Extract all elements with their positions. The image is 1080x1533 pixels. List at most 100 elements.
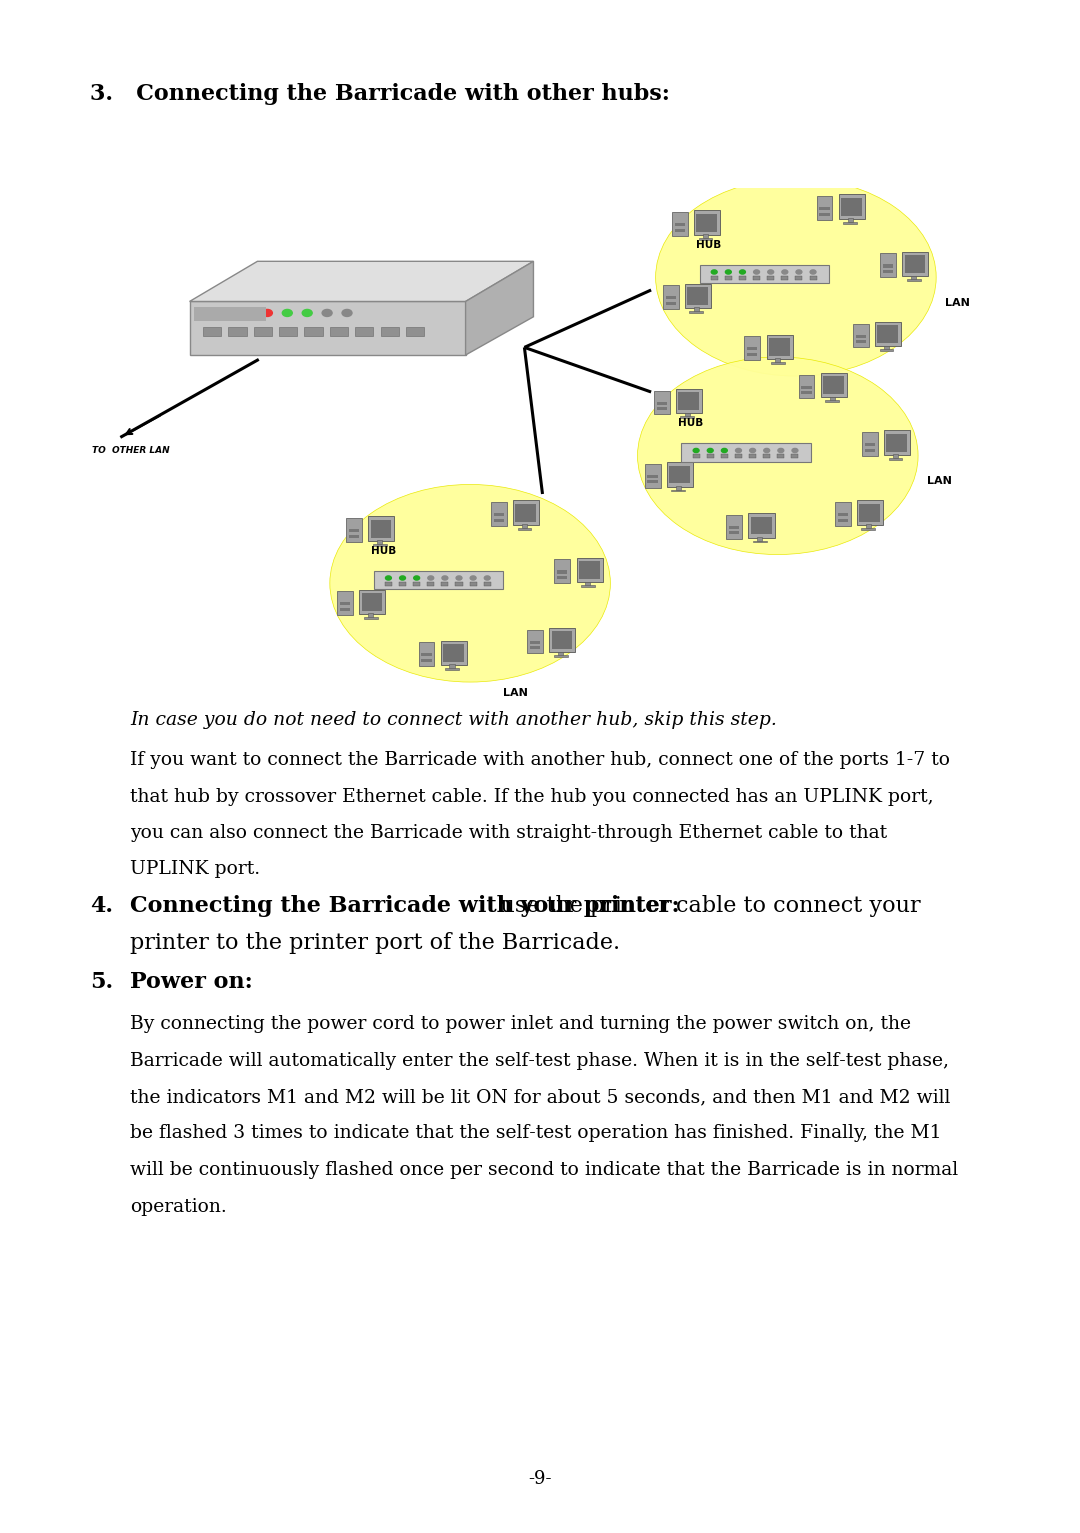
Bar xyxy=(820,213,829,216)
Bar xyxy=(692,454,700,458)
Bar xyxy=(865,443,875,446)
Bar xyxy=(373,544,387,546)
Text: operation.: operation. xyxy=(130,1197,227,1216)
Bar xyxy=(279,327,297,336)
Bar xyxy=(855,340,866,343)
Text: If you want to connect the Barricade with another hub, connect one of the ports : If you want to connect the Barricade wit… xyxy=(130,751,950,770)
Bar xyxy=(254,327,272,336)
Bar xyxy=(912,276,916,281)
Text: HUB: HUB xyxy=(697,239,721,250)
Bar xyxy=(837,518,848,521)
Bar xyxy=(676,486,680,491)
Circle shape xyxy=(282,310,293,316)
Circle shape xyxy=(243,310,253,316)
Bar xyxy=(442,581,448,586)
Circle shape xyxy=(768,270,773,274)
Circle shape xyxy=(693,449,699,452)
Bar xyxy=(675,228,685,231)
Bar xyxy=(893,454,899,458)
FancyBboxPatch shape xyxy=(700,265,829,284)
FancyBboxPatch shape xyxy=(727,515,742,538)
Circle shape xyxy=(400,576,405,579)
Bar xyxy=(428,581,434,586)
Bar xyxy=(879,350,893,351)
FancyBboxPatch shape xyxy=(744,336,760,360)
Bar xyxy=(769,339,789,356)
Bar xyxy=(665,302,676,305)
Polygon shape xyxy=(190,302,465,356)
FancyBboxPatch shape xyxy=(554,560,570,584)
Bar xyxy=(837,514,848,517)
Bar xyxy=(905,256,926,273)
Bar xyxy=(340,602,350,606)
Circle shape xyxy=(792,449,798,452)
Bar xyxy=(685,412,690,417)
Circle shape xyxy=(712,270,717,274)
Circle shape xyxy=(735,449,741,452)
Bar xyxy=(194,307,267,320)
Bar xyxy=(775,359,781,363)
Circle shape xyxy=(796,270,801,274)
Circle shape xyxy=(484,576,490,579)
Bar xyxy=(771,362,785,363)
FancyBboxPatch shape xyxy=(513,500,539,524)
FancyBboxPatch shape xyxy=(374,570,503,589)
Text: 3.   Connecting the Barricade with other hubs:: 3. Connecting the Barricade with other h… xyxy=(90,83,670,104)
Text: be flashed 3 times to indicate that the self‑test operation has finished. Finall: be flashed 3 times to indicate that the … xyxy=(130,1125,942,1142)
Bar xyxy=(349,529,360,532)
Text: 4.: 4. xyxy=(90,895,113,917)
Bar xyxy=(729,532,740,535)
Bar xyxy=(675,224,685,227)
Bar xyxy=(362,593,382,612)
FancyBboxPatch shape xyxy=(885,431,910,455)
Bar xyxy=(829,397,835,402)
Text: LAN: LAN xyxy=(927,477,951,486)
Bar xyxy=(877,325,899,343)
Bar xyxy=(882,270,893,273)
Text: UPLINK port.: UPLINK port. xyxy=(130,860,260,878)
Text: HUB: HUB xyxy=(678,419,703,428)
FancyBboxPatch shape xyxy=(527,630,543,653)
FancyBboxPatch shape xyxy=(653,391,670,414)
Bar xyxy=(866,524,870,529)
Bar xyxy=(725,276,732,281)
Bar xyxy=(750,454,756,458)
FancyBboxPatch shape xyxy=(767,334,793,359)
Bar xyxy=(889,458,903,460)
Bar xyxy=(484,581,490,586)
Bar xyxy=(865,449,875,452)
Bar xyxy=(767,276,774,281)
Circle shape xyxy=(262,310,272,316)
Circle shape xyxy=(726,270,731,274)
Bar xyxy=(406,327,424,336)
Text: use the printer cable to connect your: use the printer cable to connect your xyxy=(130,895,920,917)
Circle shape xyxy=(386,576,391,579)
Circle shape xyxy=(750,449,756,452)
Circle shape xyxy=(428,576,434,579)
Circle shape xyxy=(203,310,213,316)
FancyBboxPatch shape xyxy=(441,641,467,665)
FancyBboxPatch shape xyxy=(347,518,362,541)
FancyBboxPatch shape xyxy=(550,629,576,652)
Bar xyxy=(678,392,699,411)
Bar xyxy=(370,520,391,538)
FancyBboxPatch shape xyxy=(368,517,394,541)
Bar xyxy=(384,581,392,586)
Bar xyxy=(753,276,760,281)
Bar xyxy=(820,207,829,210)
Bar xyxy=(552,632,572,648)
Bar xyxy=(349,535,360,538)
Bar xyxy=(399,581,406,586)
Circle shape xyxy=(456,576,462,579)
Bar xyxy=(421,653,432,656)
Bar xyxy=(672,489,686,492)
Bar xyxy=(720,454,728,458)
FancyBboxPatch shape xyxy=(858,500,883,524)
Bar xyxy=(778,454,784,458)
Bar xyxy=(414,581,420,586)
Text: 5.: 5. xyxy=(90,970,113,993)
Polygon shape xyxy=(465,261,534,356)
Bar xyxy=(377,540,382,544)
Bar xyxy=(203,327,221,336)
FancyBboxPatch shape xyxy=(491,503,507,526)
